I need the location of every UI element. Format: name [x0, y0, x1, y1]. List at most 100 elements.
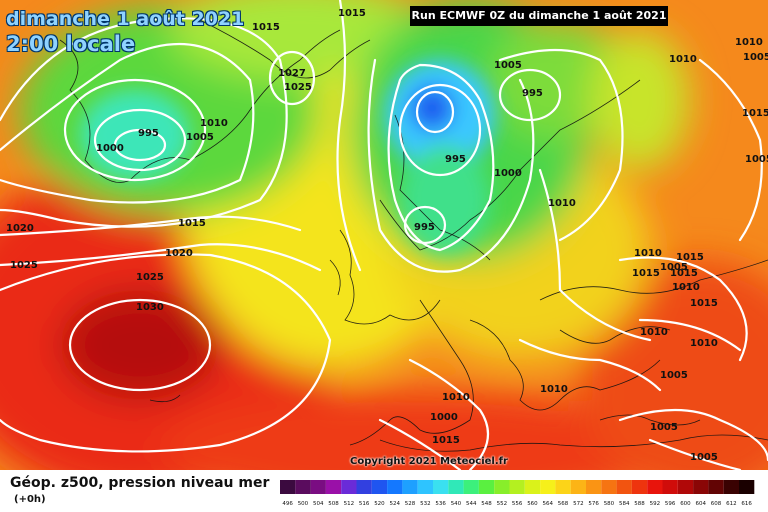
- color-scale-swatch: [647, 480, 663, 494]
- weather-map: 1015101510271025995100010101005101510201…: [0, 0, 768, 470]
- copyright-notice: Copyright 2021 Meteociel.fr: [350, 456, 508, 467]
- pressure-label: 995: [522, 88, 543, 99]
- pressure-label: 1015: [178, 218, 206, 229]
- pressure-label: 1010: [540, 384, 568, 395]
- pressure-label: 1010: [200, 118, 228, 129]
- color-scale-label: 580: [604, 501, 615, 507]
- pressure-label: 1005: [660, 262, 688, 273]
- pressure-label: 1005: [186, 132, 214, 143]
- color-scale-swatch: [448, 480, 464, 494]
- pressure-label: 1000: [430, 412, 458, 423]
- color-scale-swatch: [387, 480, 403, 494]
- color-scale-swatch: [570, 480, 586, 494]
- pressure-label: 1027: [278, 68, 306, 79]
- color-scale-label: 608: [711, 501, 722, 507]
- color-scale-label: 536: [435, 501, 446, 507]
- color-scale-swatch: [555, 480, 571, 494]
- pressure-label: 1005: [494, 60, 522, 71]
- forecast-date: dimanche 1 août 2021: [6, 8, 245, 30]
- color-scale-swatch: [601, 480, 617, 494]
- color-scale-swatch: [478, 480, 495, 494]
- color-scale-swatch: [524, 480, 541, 494]
- pressure-label: 1015: [338, 8, 366, 19]
- color-scale-label: 500: [298, 501, 309, 507]
- color-scale-swatch: [677, 480, 694, 494]
- pressure-label: 1030: [136, 302, 164, 313]
- color-scale-swatch: [540, 480, 556, 494]
- color-scale-label: 540: [451, 501, 462, 507]
- color-scale-label: 584: [619, 501, 630, 507]
- pressure-label: 1005: [650, 422, 678, 433]
- pressure-label: 1015: [252, 22, 280, 33]
- color-scale-swatch: [356, 480, 372, 494]
- color-scale-swatch: [509, 480, 525, 494]
- pressure-label: 1020: [165, 248, 193, 259]
- color-scale-swatch: [295, 480, 311, 494]
- color-scale-swatch: [280, 480, 296, 494]
- color-scale-label: 604: [696, 501, 707, 507]
- color-scale-swatch: [325, 480, 342, 494]
- color-scale-label: 592: [650, 501, 661, 507]
- color-scale-swatch: [433, 480, 449, 494]
- pressure-label: 1015: [690, 298, 718, 309]
- legend-subtitle: (+0h): [14, 494, 46, 505]
- color-scale-label: 552: [497, 501, 508, 507]
- legend-title: Géop. z500, pression niveau mer: [10, 475, 270, 491]
- pressure-label: 1025: [284, 82, 312, 93]
- pressure-label: 995: [138, 128, 159, 139]
- color-scale-swatch: [310, 480, 326, 494]
- pressure-label: 995: [445, 154, 466, 165]
- color-scale-label: 548: [481, 501, 492, 507]
- color-scale-label: 520: [374, 501, 385, 507]
- pressure-label: 1025: [10, 260, 38, 271]
- color-scale-swatch: [723, 480, 739, 494]
- color-scale-label: 528: [405, 501, 416, 507]
- color-scale-label: 560: [527, 501, 538, 507]
- color-scale-label: 600: [680, 501, 691, 507]
- pressure-label: 1005: [745, 154, 768, 165]
- color-scale-label: 568: [558, 501, 569, 507]
- color-scale-label: 504: [313, 501, 324, 507]
- color-scale-bar: 496 500 504 508 512 516 520 524 528 532 536 540 544 5…: [280, 480, 755, 507]
- pressure-label: 1025: [136, 272, 164, 283]
- pressure-label: 1015: [670, 268, 698, 279]
- color-scale-label: 532: [420, 501, 431, 507]
- color-scale-label: 516: [359, 501, 370, 507]
- color-scale-label: 508: [328, 501, 339, 507]
- color-scale-label: 556: [512, 501, 523, 507]
- color-scale-label: 544: [466, 501, 477, 507]
- color-scale-swatch: [463, 480, 479, 494]
- pressure-label: 1015: [742, 108, 768, 119]
- color-scale-swatch: [586, 480, 602, 494]
- color-scale-label: 576: [588, 501, 599, 507]
- pressure-label: 1010: [669, 54, 697, 65]
- pressure-label: 1005: [690, 452, 718, 463]
- pressure-label: 1000: [494, 168, 522, 179]
- color-scale-label: 512: [344, 501, 355, 507]
- color-scale-label: 572: [573, 501, 584, 507]
- pressure-label: 1015: [632, 268, 660, 279]
- pressure-label: 1015: [432, 435, 460, 446]
- color-scale-label: 616: [741, 501, 752, 507]
- color-scale-swatch: [371, 480, 388, 494]
- pressure-label: 1010: [548, 198, 576, 209]
- color-scale-swatch: [417, 480, 433, 494]
- color-scale-label: 588: [634, 501, 645, 507]
- pressure-label: 1010: [672, 282, 700, 293]
- pressure-label: 1010: [735, 37, 763, 48]
- color-scale-swatch: [402, 480, 418, 494]
- pressure-label: 1020: [6, 223, 34, 234]
- forecast-time: 2:00 locale: [6, 32, 136, 56]
- color-scale-swatch: [631, 480, 648, 494]
- color-scale-swatch: [708, 480, 724, 494]
- pressure-label: 1010: [634, 248, 662, 259]
- pressure-label: 1010: [442, 392, 470, 403]
- color-scale-swatch: [616, 480, 632, 494]
- pressure-label: 1010: [690, 338, 718, 349]
- color-scale-swatch: [693, 480, 709, 494]
- pressure-label: 1005: [743, 52, 768, 63]
- pressure-label: 1005: [660, 370, 688, 381]
- color-scale-swatch: [341, 480, 357, 494]
- color-scale-swatch: [494, 480, 510, 494]
- run-info-banner: Run ECMWF 0Z du dimanche 1 août 2021: [410, 6, 668, 26]
